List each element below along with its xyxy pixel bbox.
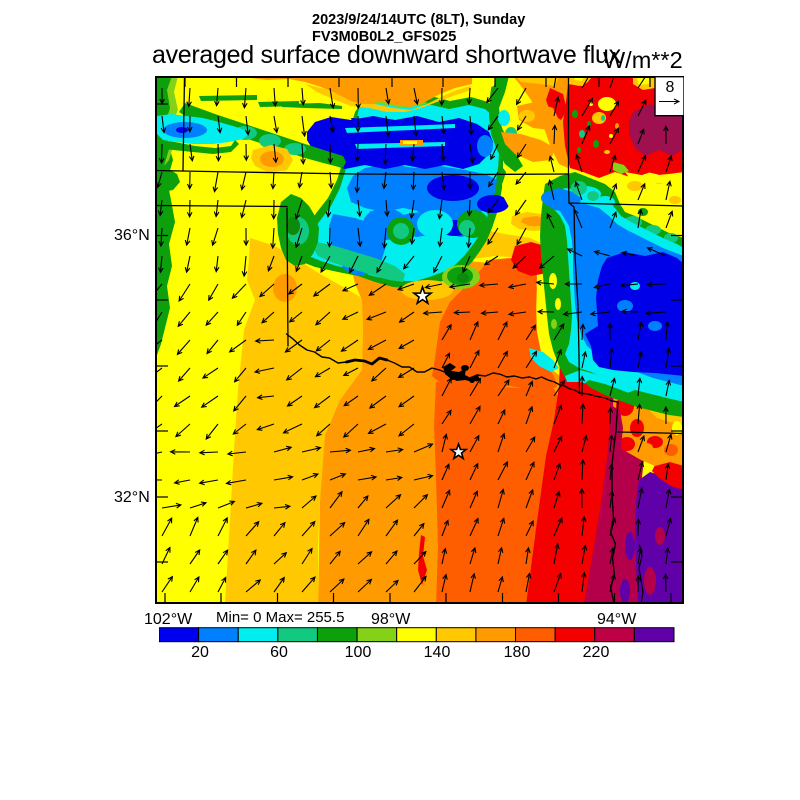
- svg-text:8: 8: [666, 79, 675, 96]
